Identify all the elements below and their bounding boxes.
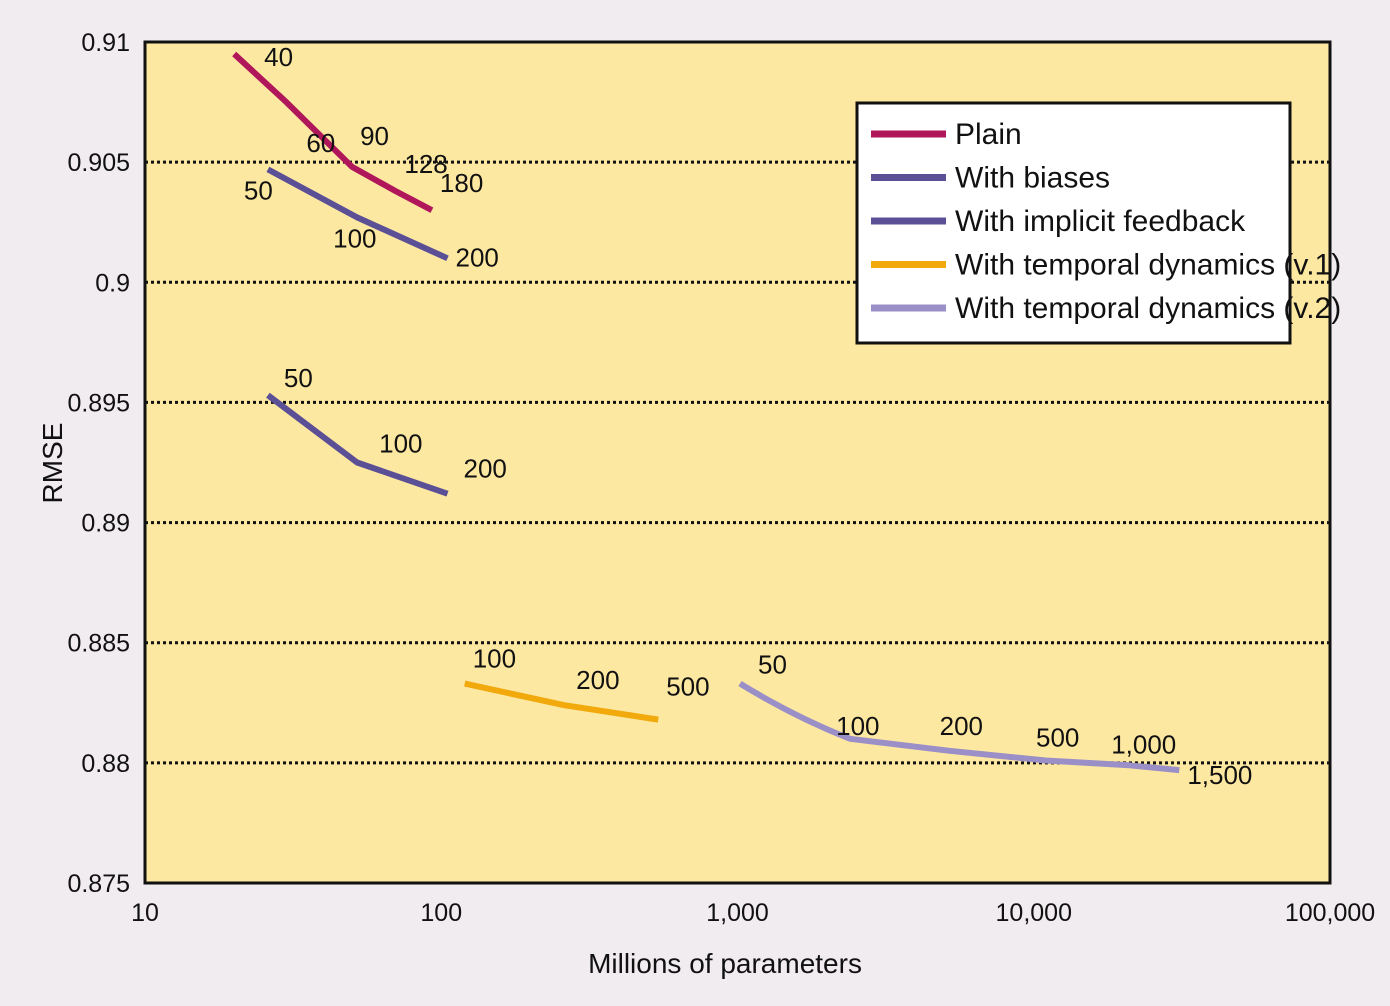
series-line-5 [738, 681, 1180, 774]
y-tick-label: 0.88 [81, 750, 130, 778]
y-tick-label: 0.91 [81, 29, 130, 57]
plot-frame [143, 40, 1332, 885]
legend-label: With temporal dynamics (v.1) [955, 249, 1341, 282]
x-tick-label: 100,000 [1285, 899, 1375, 927]
series-line-2 [266, 166, 449, 262]
legend-label: With biases [955, 162, 1110, 195]
data-label: 100 [379, 429, 422, 459]
legend: Plain With biases With implicit feedback Wi… [855, 101, 1341, 345]
series-line-3 [266, 392, 449, 497]
data-label: 40 [264, 42, 293, 72]
series-line-4 [464, 680, 659, 723]
data-label: 100 [333, 223, 376, 253]
x-axis-title: Millions of parameters [588, 948, 862, 979]
data-label: 200 [940, 711, 983, 741]
y-axis-title: RMSE [37, 423, 68, 504]
x-tick-label: 1,000 [706, 899, 769, 927]
data-label: 50 [758, 650, 787, 680]
data-label: 1,500 [1187, 760, 1252, 790]
legend-label: With implicit feedback [955, 205, 1246, 238]
series-line-1 [232, 51, 434, 213]
y-tick-label: 0.89 [81, 510, 130, 538]
data-label: 200 [464, 454, 507, 484]
x-tick-label: 10 [131, 899, 159, 927]
data-label: 200 [456, 242, 499, 272]
data-label: 180 [440, 168, 483, 198]
data-label: 500 [1036, 722, 1079, 752]
data-label: 128 [404, 149, 447, 179]
data-label: 60 [306, 128, 335, 158]
data-label: 50 [284, 363, 313, 393]
data-label: 100 [473, 644, 516, 674]
data-label: 200 [576, 665, 619, 695]
data-label: 1,000 [1111, 729, 1176, 759]
data-label: 100 [836, 711, 879, 741]
data-label: 500 [666, 672, 709, 702]
x-tick-label: 10,000 [996, 899, 1072, 927]
legend-label: Plain [955, 118, 1022, 151]
y-tick-label: 0.885 [67, 630, 130, 658]
x-tick-label: 100 [420, 899, 462, 927]
legend-label: With temporal dynamics (v.2) [955, 292, 1341, 325]
axis-ticks: 0.875 0.88 0.885 0.89 0.895 0.9 0.905 0.91 10 100… [67, 29, 1375, 927]
series-lines [232, 51, 1180, 774]
y-tick-label: 0.875 [67, 870, 130, 898]
y-tick-label: 0.905 [67, 149, 130, 177]
y-tick-label: 0.9 [95, 269, 130, 297]
data-label: 50 [244, 175, 273, 205]
data-label: 90 [360, 121, 389, 151]
y-tick-label: 0.895 [67, 389, 130, 417]
